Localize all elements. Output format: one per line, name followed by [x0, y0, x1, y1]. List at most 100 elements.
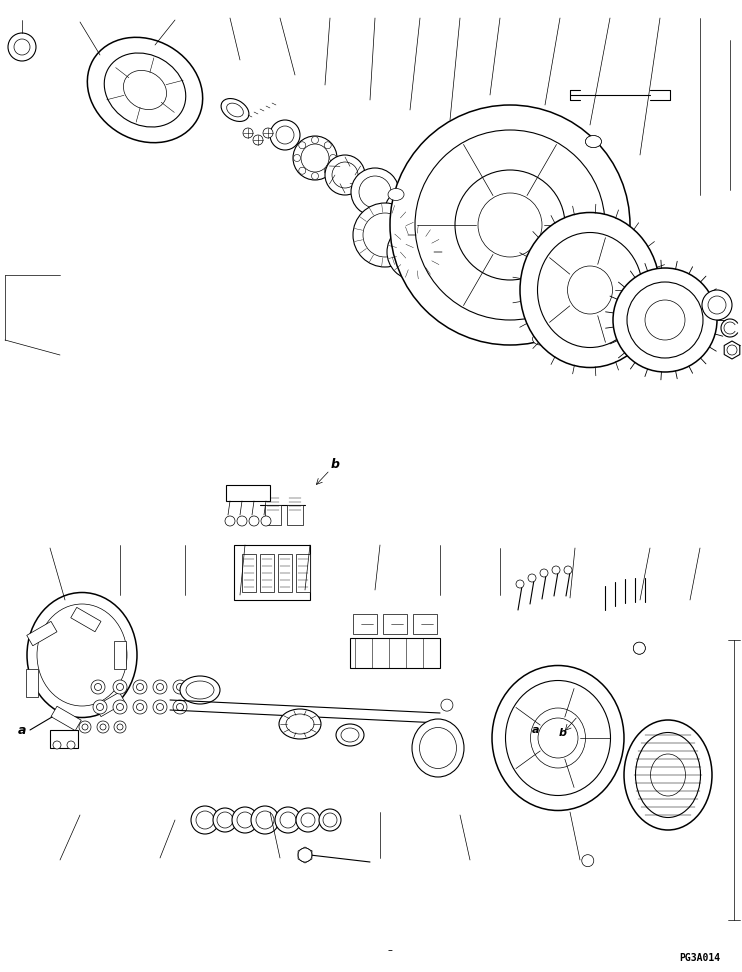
Ellipse shape: [336, 724, 364, 746]
Circle shape: [325, 155, 365, 195]
Circle shape: [645, 300, 685, 340]
Circle shape: [82, 724, 88, 730]
Circle shape: [478, 193, 542, 257]
Circle shape: [67, 741, 75, 749]
Circle shape: [727, 345, 737, 355]
Bar: [70, 608, 101, 632]
Circle shape: [113, 700, 127, 714]
Bar: [350, 638, 440, 668]
Circle shape: [113, 680, 127, 694]
Circle shape: [133, 700, 147, 714]
Circle shape: [634, 642, 646, 654]
Circle shape: [552, 566, 560, 574]
Bar: [234, 545, 310, 600]
Ellipse shape: [651, 754, 686, 796]
Circle shape: [538, 718, 578, 758]
Circle shape: [137, 704, 143, 711]
Circle shape: [299, 167, 306, 174]
Ellipse shape: [585, 135, 602, 148]
Circle shape: [613, 268, 717, 372]
Circle shape: [359, 176, 391, 208]
Ellipse shape: [568, 266, 612, 314]
Bar: [50, 730, 78, 748]
Circle shape: [153, 700, 167, 714]
Circle shape: [153, 680, 167, 694]
Ellipse shape: [537, 232, 643, 348]
Circle shape: [392, 197, 418, 223]
Circle shape: [276, 126, 294, 144]
Circle shape: [415, 130, 605, 320]
Text: b: b: [330, 459, 340, 471]
Ellipse shape: [492, 666, 624, 811]
Circle shape: [329, 155, 337, 161]
Ellipse shape: [279, 709, 321, 739]
Bar: [26, 669, 38, 697]
Bar: [27, 621, 57, 645]
Ellipse shape: [341, 728, 359, 742]
Ellipse shape: [88, 37, 203, 143]
Circle shape: [353, 203, 417, 267]
Circle shape: [217, 812, 233, 828]
Circle shape: [137, 683, 143, 690]
Circle shape: [177, 683, 183, 690]
Circle shape: [243, 128, 253, 138]
Circle shape: [387, 224, 443, 280]
Text: a: a: [532, 725, 539, 735]
Circle shape: [97, 721, 109, 733]
Circle shape: [173, 680, 187, 694]
Circle shape: [116, 704, 123, 711]
Text: b: b: [559, 728, 567, 738]
Bar: [413, 614, 437, 634]
Circle shape: [116, 683, 123, 690]
Circle shape: [53, 741, 61, 749]
Circle shape: [516, 580, 524, 588]
Circle shape: [173, 700, 187, 714]
Circle shape: [582, 854, 594, 867]
Ellipse shape: [505, 680, 611, 795]
Circle shape: [93, 700, 107, 714]
Circle shape: [296, 808, 320, 832]
Circle shape: [237, 516, 247, 526]
Bar: [226, 485, 270, 501]
Circle shape: [280, 812, 296, 828]
Circle shape: [528, 574, 536, 582]
Circle shape: [390, 105, 630, 345]
Circle shape: [256, 811, 274, 829]
Bar: [413, 638, 437, 658]
Circle shape: [270, 120, 300, 150]
Circle shape: [96, 704, 103, 711]
Bar: [353, 614, 377, 634]
Circle shape: [385, 190, 425, 230]
Ellipse shape: [419, 727, 456, 769]
Circle shape: [299, 142, 306, 149]
Circle shape: [323, 813, 337, 827]
Circle shape: [627, 282, 703, 358]
Circle shape: [363, 213, 407, 257]
Circle shape: [540, 569, 548, 577]
Bar: [242, 554, 256, 592]
Circle shape: [237, 812, 253, 828]
Circle shape: [157, 683, 163, 690]
Circle shape: [177, 704, 183, 711]
Ellipse shape: [186, 681, 214, 699]
Ellipse shape: [27, 593, 137, 717]
Circle shape: [275, 807, 301, 833]
Ellipse shape: [635, 733, 700, 817]
Circle shape: [157, 704, 163, 711]
Ellipse shape: [104, 53, 186, 127]
Circle shape: [191, 806, 219, 834]
Bar: [95, 692, 125, 716]
Ellipse shape: [585, 135, 602, 148]
Circle shape: [319, 809, 341, 831]
Circle shape: [324, 142, 331, 149]
Ellipse shape: [531, 708, 585, 768]
Ellipse shape: [412, 719, 464, 777]
Bar: [383, 638, 407, 658]
Circle shape: [117, 724, 123, 730]
Circle shape: [708, 296, 726, 314]
Circle shape: [564, 566, 572, 574]
Circle shape: [91, 680, 105, 694]
Circle shape: [251, 806, 279, 834]
Circle shape: [14, 39, 30, 55]
Circle shape: [225, 516, 235, 526]
